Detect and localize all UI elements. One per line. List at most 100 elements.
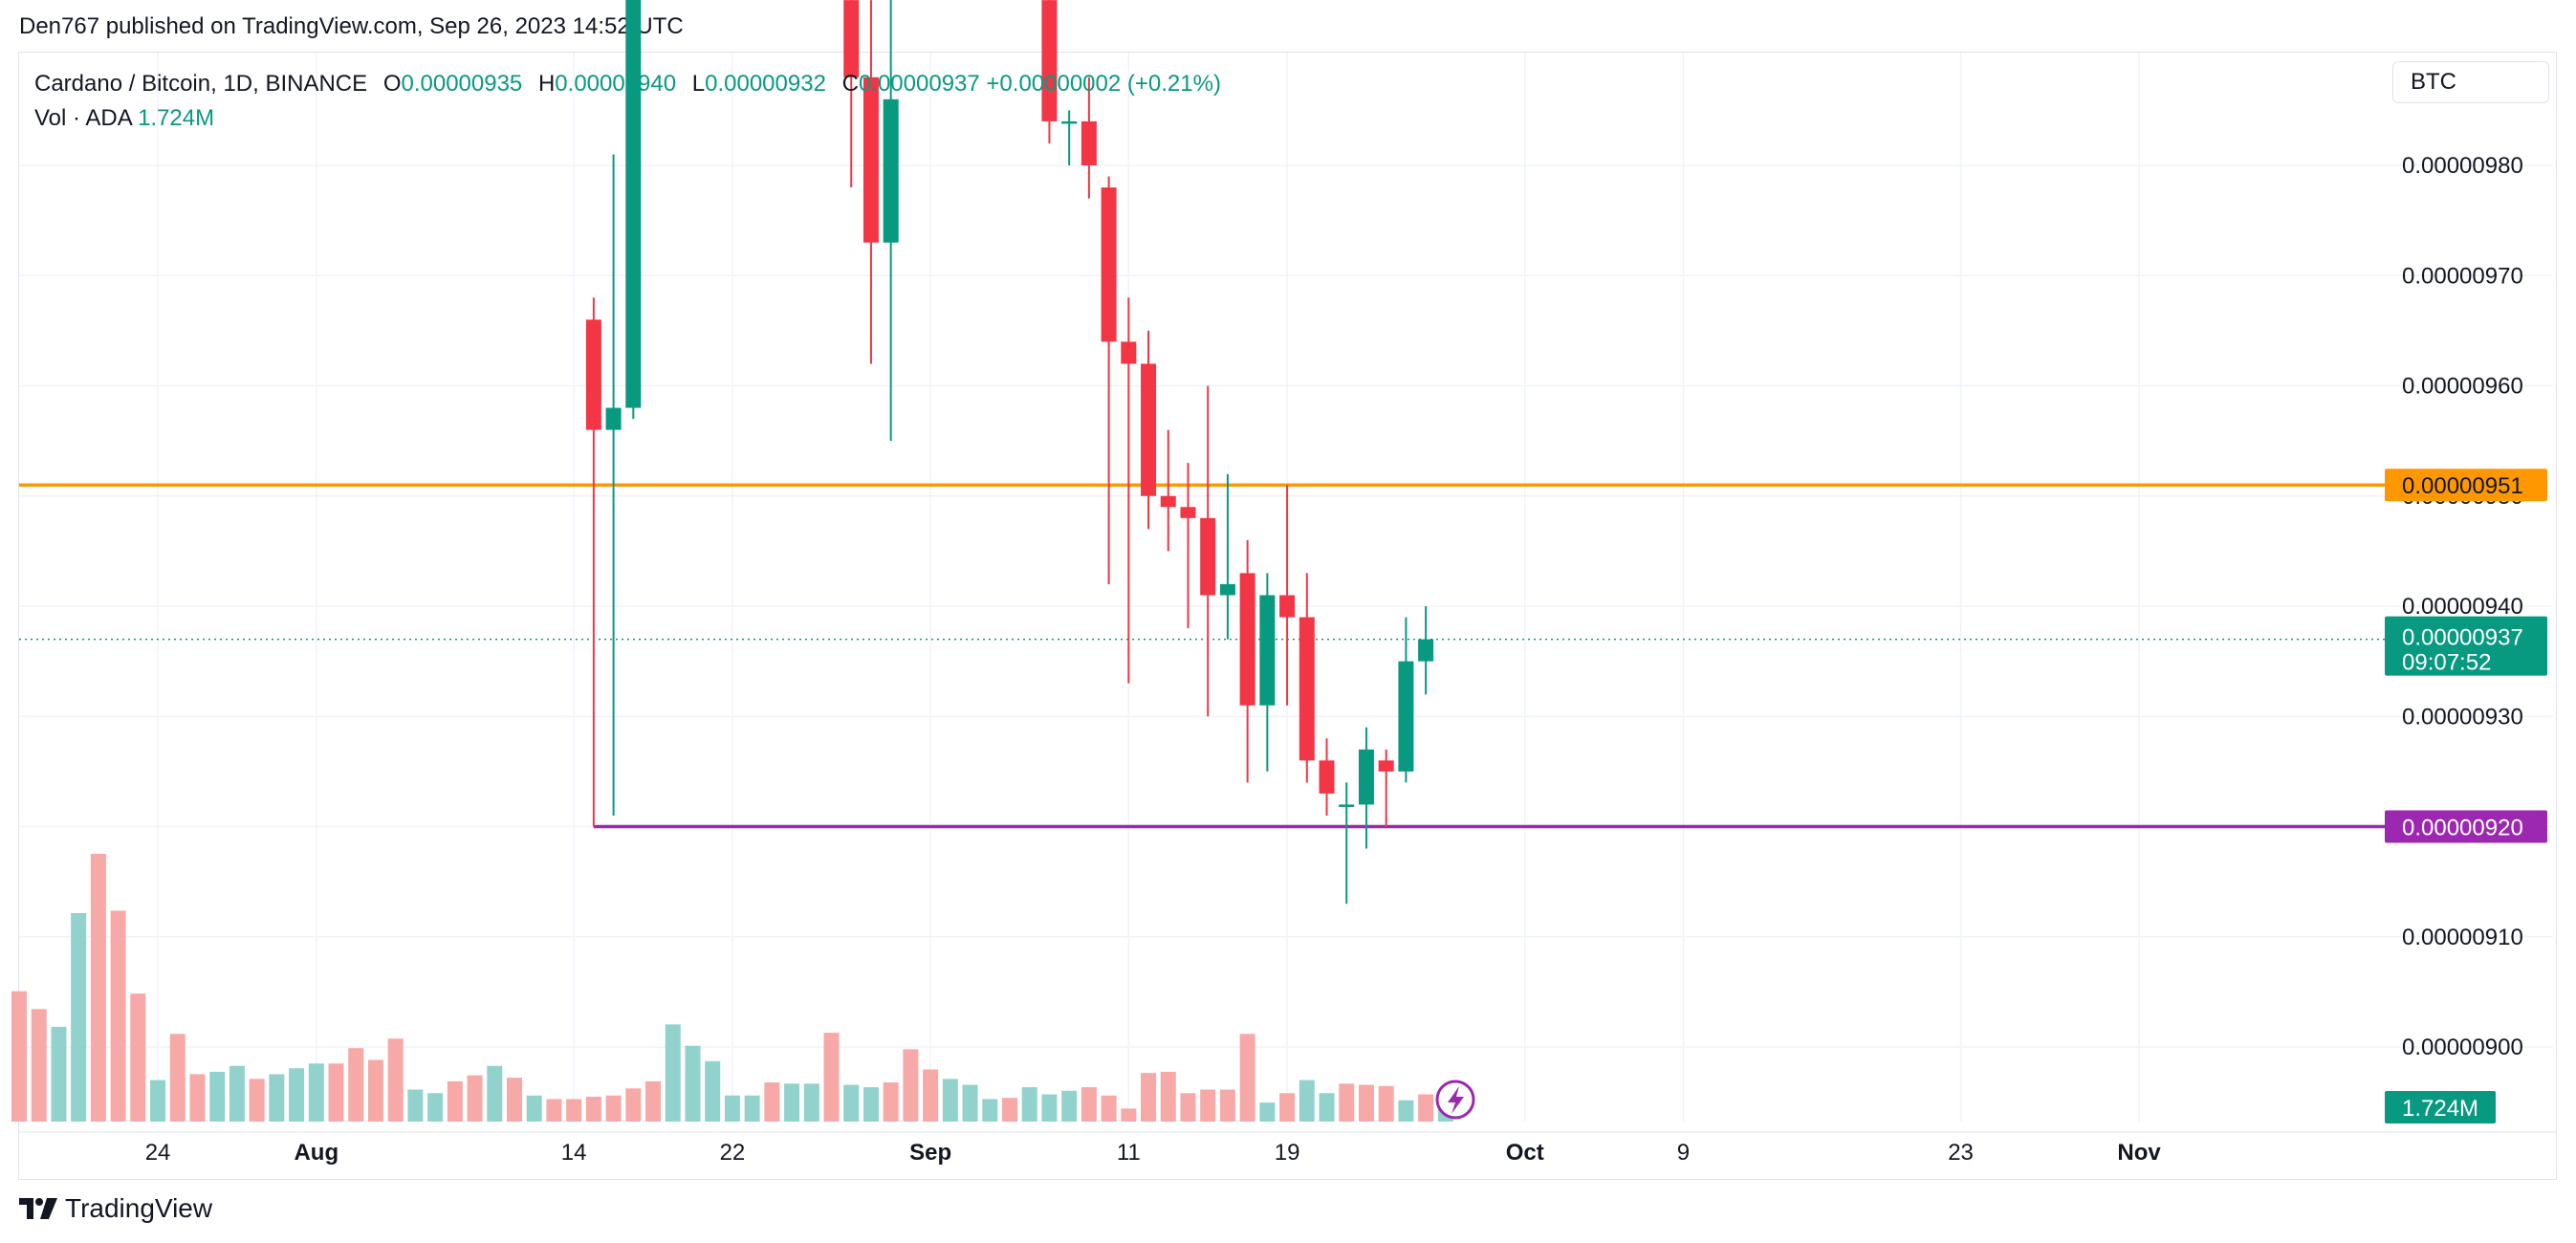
price-tick-label: 0.00000980: [2402, 153, 2523, 179]
volume-bar: [982, 1099, 998, 1122]
published-by-text: Den767 published on TradingView.com, Sep…: [19, 13, 684, 39]
candle-body: [1219, 583, 1235, 596]
volume-bar: [1200, 1089, 1216, 1122]
candle-body: [1081, 120, 1097, 165]
candle-body: [1339, 804, 1355, 807]
candle-body: [1061, 120, 1078, 124]
volume-legend-row: Vol · ADA 1.724M: [34, 101, 1221, 136]
support-price-badge: 0.00000920: [2385, 810, 2547, 843]
chart-frame[interactable]: [18, 52, 2557, 1180]
volume-badge-text: 1.724M: [2402, 1096, 2478, 1122]
time-tick-label: 23: [1948, 1140, 1974, 1166]
candle[interactable]: [862, 0, 879, 364]
volume-bar: [962, 1084, 978, 1122]
volume-bar: [487, 1065, 503, 1122]
close-label: C: [841, 71, 859, 97]
candle[interactable]: [843, 0, 860, 188]
support-price-badge-text: 0.00000920: [2402, 816, 2523, 841]
volume-bar: [1101, 1095, 1117, 1122]
time-tick-label: 24: [145, 1140, 171, 1166]
candle[interactable]: [1239, 539, 1255, 783]
candle[interactable]: [1339, 782, 1355, 905]
candle[interactable]: [625, 0, 642, 420]
volume-bar: [546, 1099, 562, 1122]
volume-bar: [1239, 1034, 1255, 1122]
candle[interactable]: [1358, 727, 1374, 849]
volume-bar: [189, 1074, 206, 1122]
candle[interactable]: [1061, 110, 1078, 165]
volume-bar: [407, 1089, 424, 1122]
volume-bar: [823, 1033, 840, 1122]
candle[interactable]: [1398, 617, 1414, 783]
volume-bar: [51, 1026, 67, 1122]
time-tick-label: Sep: [909, 1140, 951, 1166]
candle[interactable]: [1259, 573, 1276, 772]
volume-bars: [11, 854, 1453, 1122]
volume-bar: [507, 1078, 522, 1122]
time-tick-label: Oct: [1506, 1140, 1544, 1166]
currency-button[interactable]: BTC: [2392, 61, 2549, 103]
candle[interactable]: [1319, 738, 1335, 816]
candle[interactable]: [605, 154, 622, 816]
volume-label[interactable]: Vol · ADA: [34, 105, 132, 131]
candle-body: [1358, 749, 1374, 805]
candle[interactable]: [1378, 749, 1394, 827]
volume-bar: [1279, 1093, 1296, 1122]
resistance-price-badge-bg: [2385, 469, 2547, 502]
volume-bar: [130, 993, 146, 1122]
lightning-icon[interactable]: [1435, 1079, 1475, 1120]
volume-bar: [1378, 1085, 1394, 1122]
volume-bar: [585, 1096, 601, 1122]
tradingview-logo[interactable]: TradingView: [19, 1193, 212, 1224]
candle[interactable]: [883, 0, 899, 442]
candle[interactable]: [1101, 176, 1117, 584]
volume-bar: [1061, 1090, 1078, 1122]
candle[interactable]: [1141, 330, 1157, 530]
volume-bar: [1259, 1102, 1276, 1122]
open-value: 0.00000935: [401, 71, 523, 97]
volume-bar: [862, 1087, 879, 1122]
candle[interactable]: [1180, 463, 1196, 629]
candle[interactable]: [1121, 297, 1137, 684]
time-tick-label: 19: [1275, 1140, 1300, 1166]
volume-bar: [705, 1060, 721, 1122]
symbol-title[interactable]: Cardano / Bitcoin, 1D, BINANCE: [34, 71, 368, 97]
low-value: 0.00000932: [705, 71, 826, 97]
volume-bar: [784, 1083, 800, 1122]
volume-bar: [625, 1088, 642, 1122]
candles[interactable]: [585, 0, 1434, 905]
countdown-text: 09:07:52: [2402, 650, 2491, 676]
volume-bar: [764, 1082, 780, 1122]
candle-body: [1378, 760, 1394, 772]
candle[interactable]: [1200, 385, 1216, 717]
candle-body: [1141, 363, 1157, 496]
volume-bar: [209, 1071, 226, 1122]
candle[interactable]: [1299, 573, 1315, 783]
time-tick-label: Nov: [2117, 1140, 2161, 1166]
candle[interactable]: [1081, 76, 1097, 199]
candle[interactable]: [1279, 485, 1296, 706]
candle[interactable]: [1418, 606, 1434, 695]
candle-body: [1041, 0, 1058, 121]
volume-bar: [744, 1095, 760, 1122]
candle[interactable]: [1219, 473, 1235, 640]
volume-bar: [685, 1045, 701, 1122]
low-label: L: [691, 71, 706, 97]
volume-bar: [229, 1065, 245, 1122]
price-tick-label: 0.00000900: [2402, 1035, 2523, 1060]
candle-body: [1180, 507, 1196, 518]
volume-bar: [1358, 1084, 1374, 1122]
horizontal-levels[interactable]: [19, 483, 2386, 829]
candle[interactable]: [585, 297, 601, 827]
candle[interactable]: [1041, 0, 1058, 143]
candle-body: [1418, 639, 1434, 662]
candle-body: [843, 0, 860, 77]
volume-bar: [1081, 1087, 1097, 1122]
volume-bar: [169, 1034, 186, 1122]
candle-body: [585, 319, 601, 430]
volume-bar: [526, 1095, 542, 1122]
candle[interactable]: [1160, 429, 1176, 552]
tradingview-logo-text: TradingView: [65, 1193, 213, 1223]
